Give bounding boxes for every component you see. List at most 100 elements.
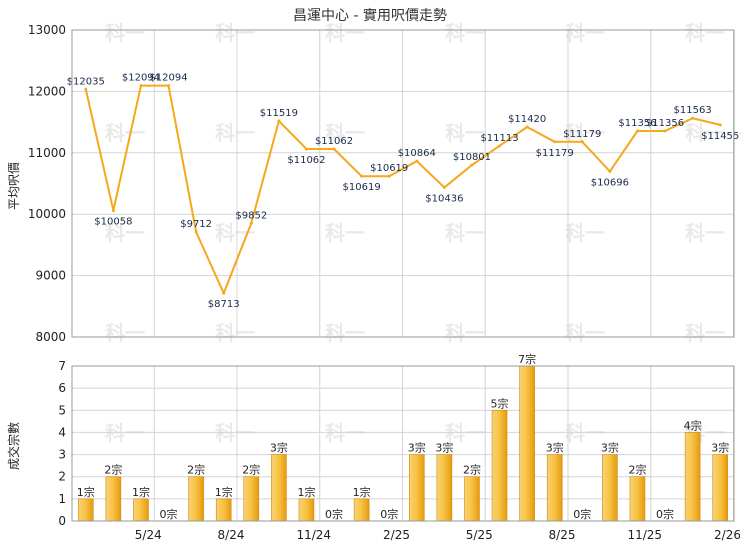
price-point [111,209,115,213]
watermark-text: 科一 [685,321,725,345]
chart-title: 昌運中心 - 實用呎價走勢 [293,7,447,24]
volume-tick-label: 7 [58,359,66,373]
price-point [470,163,474,167]
price-point [249,221,253,225]
watermark-text: 科一 [565,321,605,345]
price-point-label: $9712 [180,219,212,230]
price-tick-label: 10000 [28,207,66,221]
volume-tick-label: 3 [58,448,66,462]
volume-bar [546,454,563,522]
price-point [360,174,364,178]
watermark-text: 科一 [105,421,145,445]
price-point [498,144,502,148]
price-chart-grid: 8000 9000 10000 11000 12000 13000 [28,23,734,344]
price-point-label: $11563 [674,105,712,116]
price-point [222,291,226,295]
volume-axis-label: 成交宗數 [6,422,21,470]
price-tick-label: 8000 [35,330,66,344]
price-point-label: $10864 [398,148,436,159]
watermark-text: 科一 [105,121,145,145]
volume-tick-label: 0 [58,514,66,528]
x-tick-label: 5/25 [466,528,493,542]
volume-tick-label: 5 [58,403,66,417]
watermark-text: 科一 [105,221,145,245]
volume-bar-label: 2宗 [104,463,122,477]
watermark-text: 科一 [105,321,145,345]
volume-bar-label: 4宗 [684,418,702,432]
price-point-label: $11062 [287,155,325,166]
watermark-text: 科一 [215,221,255,245]
volume-bar-label: 1宗 [132,485,150,499]
volume-bar-label: 2宗 [628,463,646,477]
volume-tick-label: 4 [58,425,66,439]
price-point [718,123,722,127]
price-point-label: $10619 [343,182,381,193]
volume-bar-label: 1宗 [77,485,95,499]
watermark-text: 科一 [215,121,255,145]
watermark-text: 科一 [445,421,485,445]
price-point [387,174,391,178]
price-point-label: $11356 [646,118,684,129]
watermark-text: 科一 [325,21,365,45]
volume-bar-label: 3宗 [435,441,453,455]
price-point-label: $10801 [453,152,491,163]
volume-bar [353,498,370,522]
price-point [663,129,667,133]
volume-bar [133,498,149,522]
volume-bar-label: 0宗 [573,507,591,521]
x-tick-label: 11/25 [627,528,662,542]
price-point-label: $12094 [149,73,187,84]
volume-bar-label: 1宗 [353,485,371,499]
volume-bar-label: 3宗 [546,441,564,455]
volume-bar-label: 2宗 [463,463,481,477]
price-point [608,169,612,173]
watermark-text: 科一 [325,421,365,445]
price-series-line [84,84,721,295]
watermark-text: 科一 [325,121,365,145]
price-point-label: $11356 [618,118,656,129]
volume-bar [408,454,425,522]
price-point-label: $9852 [235,210,267,221]
volume-bar [77,498,94,522]
volume-bar-label: 3宗 [601,441,619,455]
price-point [442,185,446,189]
volume-bar [436,454,453,522]
price-plot-frame [71,29,735,338]
x-tick-label: 2/25 [383,528,410,542]
price-point-label: $10058 [94,217,132,228]
volume-bar [602,454,618,522]
volume-bar-label: 0宗 [656,507,674,521]
price-point [277,119,281,123]
price-point-label: $10619 [370,163,408,174]
volume-bar [271,454,287,522]
price-tick-label: 13000 [28,23,66,37]
volume-bar [188,476,204,522]
price-point-label: $11519 [260,108,298,119]
price-point-label: $8713 [208,299,240,310]
price-point-label: $10436 [425,193,463,204]
x-tick-label: 8/25 [549,528,576,542]
volume-tick-label: 1 [58,492,66,506]
volume-bar [105,476,122,522]
volume-bar [243,476,260,522]
price-tick-label: 12000 [28,84,66,98]
price-point-label: $11179 [536,148,574,159]
volume-bar-label: 3宗 [711,441,729,455]
price-point [635,129,639,133]
price-point [525,125,529,129]
price-point [415,159,419,163]
watermark-text: 科一 [325,221,365,245]
price-point-label: $11113 [480,133,518,144]
price-point [139,84,143,88]
volume-bar [519,365,535,522]
price-point [553,140,557,144]
volume-bar [464,476,480,522]
volume-bar [215,498,232,522]
volume-bar [684,432,701,522]
volume-bar-label: 0宗 [380,507,398,521]
volume-bar-label: 0宗 [325,507,343,521]
price-point [304,147,308,151]
watermark-text: 科一 [215,321,255,345]
volume-tick-label: 6 [58,381,66,395]
